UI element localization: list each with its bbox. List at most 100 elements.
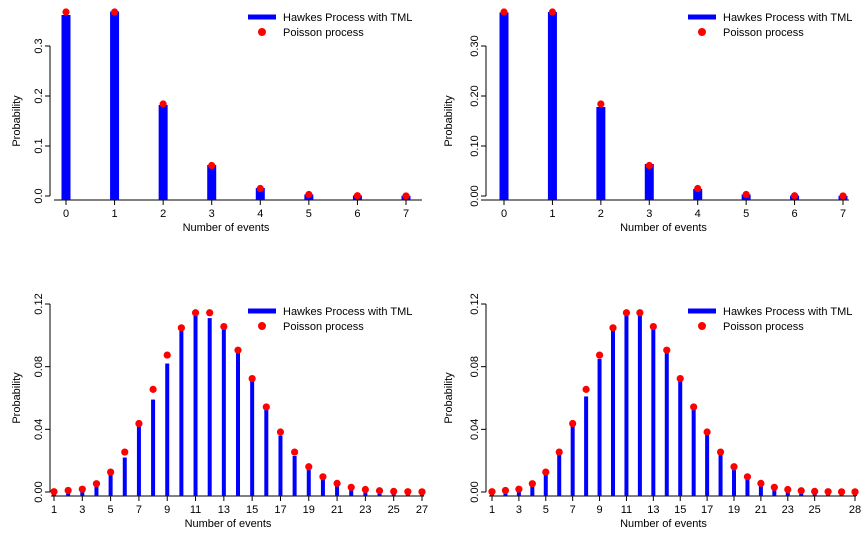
hawkes-bar bbox=[108, 474, 113, 496]
hawkes-bar bbox=[785, 490, 790, 496]
hawkes-bar bbox=[136, 426, 141, 496]
x-tick-label: 6 bbox=[354, 208, 360, 220]
poisson-point bbox=[837, 488, 846, 496]
poisson-point bbox=[262, 403, 270, 411]
y-axis-label: Probability bbox=[443, 95, 455, 147]
y-axis-label: Probability bbox=[11, 372, 23, 424]
x-tick-label: 17 bbox=[274, 504, 286, 516]
y-tick-label: 0.0 bbox=[33, 188, 45, 203]
legend-hawkes-label: Hawkes Process with TML bbox=[723, 12, 852, 24]
poisson-point bbox=[649, 322, 657, 331]
hawkes-bar bbox=[255, 188, 265, 200]
x-tick-label: 7 bbox=[136, 504, 142, 516]
hawkes-bar bbox=[179, 330, 184, 496]
poisson-point bbox=[291, 448, 299, 456]
y-tick-label: 0.20 bbox=[469, 85, 481, 106]
poisson-point bbox=[676, 374, 684, 383]
x-tick-label: 2 bbox=[598, 208, 604, 220]
poisson-point bbox=[770, 483, 778, 491]
chart-svg: 0.000.040.080.121 3 5 7 9 11 13 15 17 19 21 23 25 28N… bbox=[443, 293, 861, 530]
poisson-point bbox=[418, 488, 426, 496]
hawkes-bar bbox=[584, 396, 589, 496]
poisson-point bbox=[500, 8, 508, 16]
y-tick-label: 0.1 bbox=[33, 138, 45, 153]
poisson-point bbox=[78, 485, 86, 493]
chart-panel-top-left: 0.0 0.1 0.2 0.3 0 1 2 3 4 5 6 7 Number of events Prob… bbox=[0, 0, 432, 270]
x-tick-label: 6 bbox=[792, 208, 798, 220]
y-tick-label: 0.12 bbox=[33, 293, 45, 314]
hawkes-bar bbox=[122, 457, 127, 496]
chart-panel-bottom-left: 0.00 0.04 0.08 0.12 1 3 5 7 9 11 13 15 17 19 21 23 25 27 N… bbox=[0, 270, 432, 540]
x-tick-label: 5 bbox=[306, 208, 312, 220]
x-tick-label: 2 bbox=[160, 208, 166, 220]
hawkes-bar bbox=[543, 474, 548, 496]
x-tick-label: 3 bbox=[646, 208, 652, 220]
hawkes-bar bbox=[570, 426, 575, 496]
poisson-point bbox=[135, 419, 143, 428]
poisson-point bbox=[220, 322, 228, 331]
hawkes-bar bbox=[499, 12, 509, 200]
hawkes-bar bbox=[718, 454, 723, 496]
hawkes-bar bbox=[557, 454, 562, 496]
hawkes-bar bbox=[772, 488, 777, 496]
x-tick-label: 1 bbox=[51, 504, 57, 516]
poisson-point bbox=[569, 419, 577, 428]
x-tick-label: 21 bbox=[331, 504, 343, 516]
x-tick-label: 11 bbox=[621, 504, 632, 516]
hawkes-bar bbox=[651, 329, 656, 496]
legend-poisson-swatch bbox=[258, 322, 266, 330]
y-tick-label: 0.04 bbox=[33, 419, 45, 440]
legend-hawkes-label: Hawkes Process with TML bbox=[723, 306, 852, 318]
poisson-point bbox=[703, 428, 711, 436]
poisson-point bbox=[716, 448, 725, 456]
x-tick-label: 9 bbox=[596, 504, 602, 516]
x-tick-label: 5 bbox=[743, 208, 749, 220]
poisson-point bbox=[663, 346, 671, 354]
x-tick-label: 25 bbox=[809, 504, 821, 516]
chart-panel-bottom-right: 0.00 0.04 0.08 0.12 1 3 5 7 9 11 13 15 17 19 21 23 25 28 N… bbox=[432, 270, 865, 540]
x-tick-label: 23 bbox=[359, 504, 371, 516]
poisson-point bbox=[177, 324, 185, 332]
hawkes-bar bbox=[151, 399, 156, 496]
x-tick-label: 11 bbox=[190, 504, 201, 516]
hawkes-bar bbox=[264, 408, 269, 496]
poisson-point bbox=[107, 468, 115, 476]
x-tick-label: 17 bbox=[701, 504, 713, 516]
legend-poisson-label: Poisson process bbox=[723, 321, 804, 333]
chart-panel-top-right: 0.00 0.10 0.20 0.30 0 1 2 3 4 5 6 7 Number of events… bbox=[432, 0, 865, 270]
poisson-point bbox=[730, 463, 738, 471]
poisson-point bbox=[797, 487, 805, 495]
y-tick-label: 0.3 bbox=[33, 38, 45, 53]
legend-poisson-label: Poisson process bbox=[283, 321, 364, 333]
poisson-point bbox=[208, 161, 216, 170]
poisson-point bbox=[622, 309, 631, 317]
hawkes-bar bbox=[611, 329, 615, 496]
hawkes-bar bbox=[61, 15, 71, 200]
x-tick-label: 1 bbox=[112, 208, 118, 220]
hawkes-bar bbox=[349, 488, 354, 496]
hawkes-bar bbox=[516, 489, 521, 496]
chart-svg: 0.00 0.10 0.20 0.30 0 1 2 3 4 5 6 7 Number of events… bbox=[443, 8, 852, 234]
poisson-point bbox=[824, 488, 832, 496]
x-axis-label: Number of events bbox=[620, 222, 707, 234]
legend-hawkes-label: Hawkes Process with TML bbox=[283, 12, 412, 24]
poisson-point bbox=[50, 488, 58, 496]
poisson-point bbox=[839, 192, 847, 200]
poisson-point bbox=[548, 8, 557, 16]
x-tick-label: 0 bbox=[501, 208, 507, 220]
poisson-point bbox=[163, 351, 171, 359]
poisson-point bbox=[62, 8, 70, 16]
legend-poisson-swatch bbox=[258, 28, 266, 36]
poisson-point bbox=[92, 480, 101, 488]
x-tick-label: 13 bbox=[647, 504, 659, 516]
hawkes-bar bbox=[664, 351, 669, 496]
poisson-point bbox=[811, 487, 819, 495]
poisson-point bbox=[597, 100, 605, 108]
y-tick-label: 0.00 bbox=[469, 481, 481, 502]
x-tick-label: 15 bbox=[246, 504, 258, 516]
hawkes-bar bbox=[110, 11, 120, 200]
x-tick-label: 4 bbox=[257, 208, 263, 220]
poisson-point bbox=[159, 100, 167, 108]
poisson-point bbox=[347, 483, 355, 491]
